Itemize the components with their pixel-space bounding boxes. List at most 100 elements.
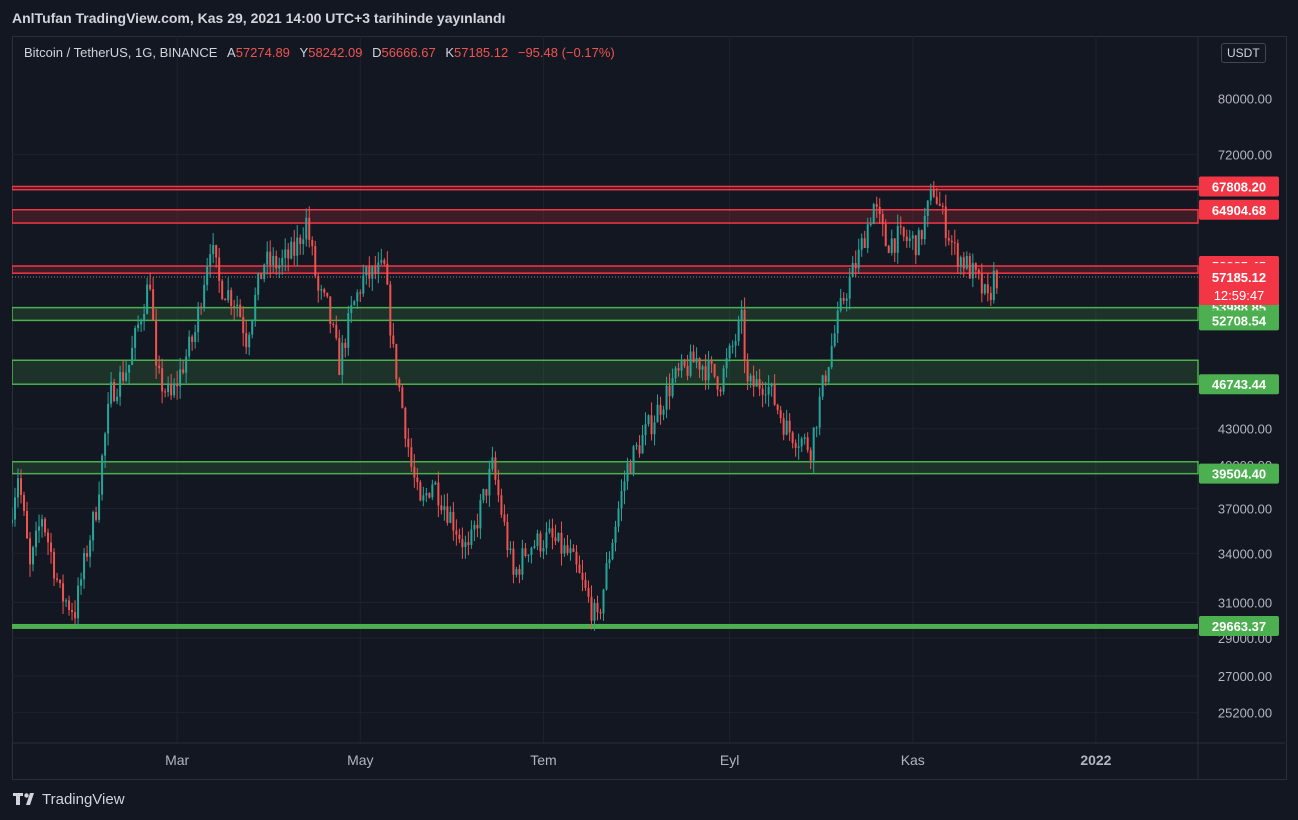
candle-body [551, 528, 554, 538]
candle [962, 251, 965, 277]
candle [944, 194, 947, 247]
candle [887, 244, 890, 254]
candle-body [476, 524, 479, 529]
candle-body [836, 310, 839, 334]
candle [371, 265, 374, 291]
candle [98, 481, 101, 523]
ohlc-legend: Bitcoin / TetherUS, 1G, BINANCE A57274.8… [24, 45, 615, 60]
candle-body [101, 455, 104, 495]
candle [566, 535, 569, 556]
candle-body [134, 328, 137, 348]
candle [479, 493, 482, 540]
candle-body [845, 298, 848, 301]
candle-body [242, 316, 245, 334]
candle [419, 479, 422, 502]
candle-body [29, 538, 32, 565]
candle [62, 574, 65, 614]
symbol-label[interactable]: Bitcoin / TetherUS, 1G, BINANCE [24, 45, 218, 60]
candle-body [944, 206, 947, 239]
candle-body [245, 333, 248, 348]
candle-body [938, 203, 941, 206]
candle [194, 324, 197, 349]
candle [221, 278, 224, 301]
candle-body [455, 530, 458, 535]
footer: TradingView [12, 786, 125, 812]
candle [458, 528, 461, 544]
candle [911, 231, 914, 250]
candle-body [239, 304, 242, 317]
candle-body [545, 532, 548, 549]
candle-body [728, 345, 731, 359]
candle [965, 251, 968, 271]
candle [398, 377, 401, 392]
candle [143, 303, 146, 331]
candle [32, 545, 35, 572]
candle-body [83, 553, 86, 580]
candle-body [977, 269, 980, 274]
candle [884, 219, 887, 247]
level-tag: 29663.37 [1199, 615, 1279, 636]
candle [650, 402, 653, 441]
candle [647, 414, 650, 427]
candle-body [956, 243, 959, 267]
last-price-bg [1199, 267, 1279, 306]
high-label: Y [299, 45, 309, 60]
candle-body [116, 396, 119, 402]
candle-body [713, 363, 716, 377]
candle-body [626, 463, 629, 482]
candle [242, 306, 245, 347]
candle [716, 375, 719, 397]
candle-body [557, 532, 560, 542]
candle-body [161, 368, 164, 392]
candle [803, 433, 806, 445]
candle-body [230, 290, 233, 306]
candle-body [179, 369, 182, 387]
candle [383, 258, 386, 266]
candle-body [80, 579, 83, 586]
candle [929, 183, 932, 206]
candle-body [578, 564, 581, 573]
candle-body [560, 532, 563, 554]
candle-body [797, 446, 800, 448]
candle-body [17, 478, 20, 498]
candle-body [353, 301, 356, 306]
candle-body [941, 205, 944, 207]
currency-badge[interactable]: USDT [1221, 43, 1266, 63]
candle-body [53, 551, 56, 579]
candle [110, 371, 113, 408]
candle [212, 233, 215, 264]
candle-body [530, 547, 533, 555]
candle-body [86, 553, 89, 557]
candle [494, 451, 497, 485]
y-tick-label: 34000.00 [1218, 546, 1272, 561]
candle-body [533, 546, 536, 548]
candle-body [980, 273, 983, 294]
candle [545, 522, 548, 555]
candle [755, 371, 758, 387]
candle [149, 272, 152, 291]
candle [947, 230, 950, 246]
candle-body [443, 506, 446, 511]
candle-body [203, 284, 206, 308]
candle [788, 413, 791, 441]
level-tag-bg [1199, 374, 1279, 395]
change-value: −95.48 (−0.17%) [517, 45, 615, 60]
candle [137, 315, 140, 332]
candle [848, 267, 851, 310]
candle [623, 470, 626, 505]
candle [44, 517, 47, 537]
candle-body [428, 493, 431, 498]
price-chart[interactable]: 72000.00 43000.00 37000.00 34000.00 31000.00… [12, 36, 1285, 780]
candle [971, 253, 974, 288]
candle-body [155, 320, 158, 366]
candle [185, 349, 188, 384]
candle [983, 283, 986, 296]
candle [542, 540, 545, 560]
candle [614, 520, 617, 552]
candle [227, 277, 230, 303]
candle [536, 529, 539, 551]
candle [413, 454, 416, 488]
candle [794, 439, 797, 457]
candle [512, 541, 515, 584]
candle-body [494, 457, 497, 480]
